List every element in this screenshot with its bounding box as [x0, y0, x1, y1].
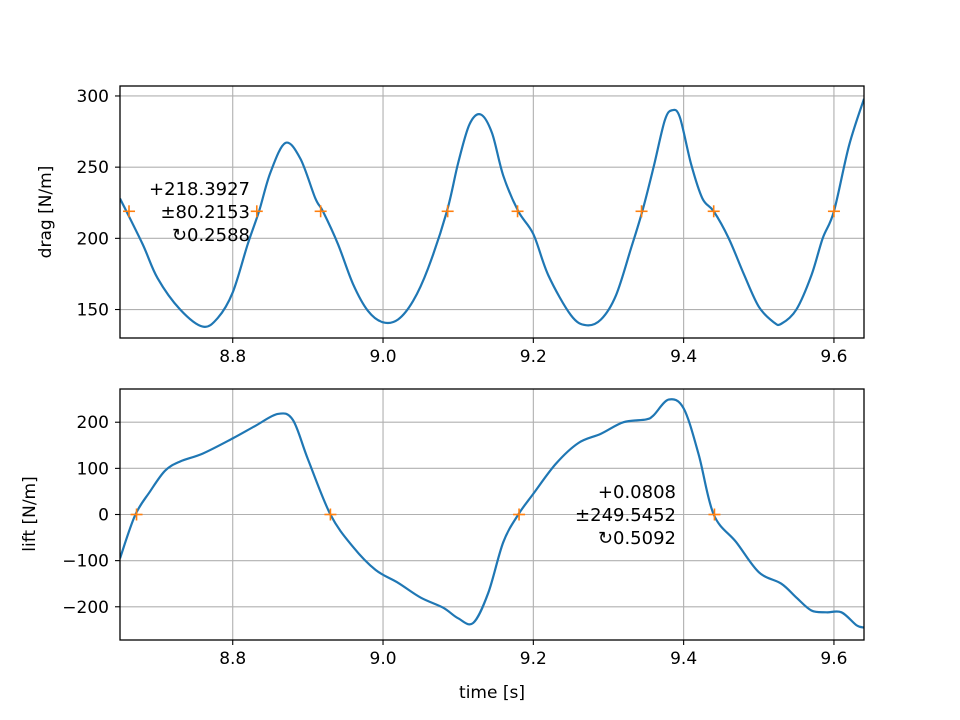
- drag-crossing-marker: [707, 205, 720, 218]
- lift-y-tick-label: 200: [77, 413, 109, 433]
- lift-y-tick-label: −200: [62, 598, 109, 618]
- lift-panel: 8.8 9.0 9.2 9.4 9.6 −200 −100 0 100 200 +0.0808 ±…: [20, 388, 865, 703]
- lift-crossing-marker: [708, 508, 721, 521]
- drag-crossing-marker: [250, 205, 263, 218]
- drag-crossing-marker: [123, 205, 136, 218]
- drag-crossing-marker: [827, 205, 840, 218]
- drag-series-line: [120, 98, 864, 328]
- lift-y-tick-label: 0: [98, 506, 109, 526]
- drag-crossing-marker: [635, 205, 648, 218]
- lift-y-tick-label: 100: [77, 459, 109, 479]
- lift-crossing-marker: [324, 508, 337, 521]
- lift-annotation-amplitude: ±249.5452: [575, 505, 676, 526]
- drag-y-axis-label: drag [N/m]: [36, 166, 56, 259]
- drag-y-tick-label: 150: [77, 301, 109, 321]
- lift-annotation-mean: +0.0808: [598, 482, 676, 503]
- lift-x-tick-label: 9.4: [670, 649, 697, 669]
- drag-x-tick-label: 9.6: [820, 347, 847, 367]
- lift-x-tick-label: 9.2: [520, 649, 547, 669]
- x-axis-label: time [s]: [459, 683, 525, 703]
- lift-annotation-frequency: ↻0.5092: [598, 528, 676, 549]
- drag-y-tick-label: 250: [77, 158, 109, 178]
- drag-x-tick-label: 9.4: [670, 347, 697, 367]
- drag-annotation-amplitude: ±80.2153: [160, 202, 250, 223]
- drag-panel: 8.8 9.0 9.2 9.4 9.6 150 200 250 300 +218.3927 ±8…: [36, 85, 865, 367]
- lift-y-axis-label: lift [N/m]: [20, 476, 40, 551]
- drag-x-tick-label: 9.0: [370, 347, 397, 367]
- drag-crossing-marker: [511, 205, 524, 218]
- lift-crossing-marker: [513, 508, 526, 521]
- lift-y-tick-label: −100: [62, 552, 109, 572]
- drag-annotation-frequency: ↻0.2588: [172, 225, 250, 246]
- drag-crossing-marker: [314, 205, 327, 218]
- drag-y-tick-label: 300: [77, 87, 109, 107]
- lift-series-line: [120, 398, 864, 629]
- drag-crossing-marker: [441, 205, 454, 218]
- drag-x-tick-label: 8.8: [219, 347, 246, 367]
- drag-annotation-mean: +218.3927: [149, 179, 250, 200]
- drag-axes-frame: [119, 85, 865, 339]
- drag-y-tick-label: 200: [77, 229, 109, 249]
- lift-x-tick-label: 9.0: [370, 649, 397, 669]
- lift-crossing-marker: [130, 508, 143, 521]
- lift-x-tick-label: 8.8: [219, 649, 246, 669]
- drag-x-tick-label: 9.2: [520, 347, 547, 367]
- lift-x-tick-label: 9.6: [820, 649, 847, 669]
